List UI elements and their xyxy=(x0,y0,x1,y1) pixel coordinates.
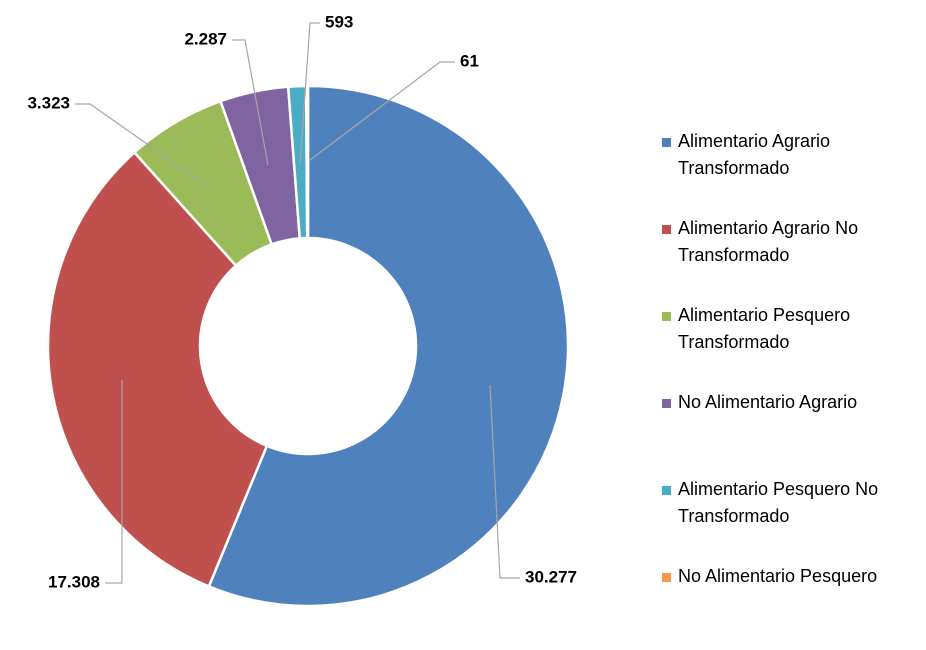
legend-swatch xyxy=(662,486,671,495)
leader-line xyxy=(299,22,320,166)
leader-line xyxy=(105,380,123,584)
legend-item: No Alimentario Pesquero xyxy=(662,563,902,650)
data-label: 17.308 xyxy=(48,572,100,591)
leader-line xyxy=(489,384,520,579)
legend-label: Alimentario Pesquero Transformado xyxy=(678,305,851,352)
legend-label: Alimentario Agrario No Transformado xyxy=(678,218,859,265)
legend-item: No Alimentario Agrario xyxy=(662,389,902,476)
data-label: 593 xyxy=(325,12,353,31)
leader-line xyxy=(232,39,269,166)
leader-line xyxy=(309,61,455,161)
chart: 30.277 17.308 3.323 2.287 593 61 xyxy=(27,12,577,606)
page: 30.277 17.308 3.323 2.287 593 61 Alimentario … xyxy=(27,12,879,606)
legend-swatch xyxy=(662,399,671,408)
legend-swatch xyxy=(662,573,671,582)
slice xyxy=(304,84,310,240)
legend-swatch xyxy=(662,138,671,147)
legend-item: Alimentario Pesquero Transformado xyxy=(662,302,902,389)
data-label: 30.277 xyxy=(525,567,577,586)
legend-item: Alimentario Pesquero No Transformado xyxy=(662,476,902,563)
legend-label: Alimentario Agrario Transformado xyxy=(678,131,831,178)
data-label: 61 xyxy=(460,51,479,70)
slice xyxy=(207,84,570,606)
legend-swatch xyxy=(662,312,671,321)
legend-item: Alimentario Agrario No Transformado xyxy=(662,215,902,302)
legend-swatch xyxy=(662,225,671,234)
data-label: 3.323 xyxy=(27,93,70,112)
data-label: 2.287 xyxy=(184,29,227,48)
legend-label: Alimentario Pesquero No Transformado xyxy=(678,479,879,526)
legend-item: Alimentario Agrario Transformado xyxy=(662,128,902,215)
leader-line xyxy=(75,103,211,189)
legend: Alimentario Agrario Transformado Alimenta… xyxy=(662,128,902,650)
legend-label: No Alimentario Agrario xyxy=(678,392,858,412)
slice xyxy=(46,150,269,588)
legend-label: No Alimentario Pesquero xyxy=(678,566,878,586)
